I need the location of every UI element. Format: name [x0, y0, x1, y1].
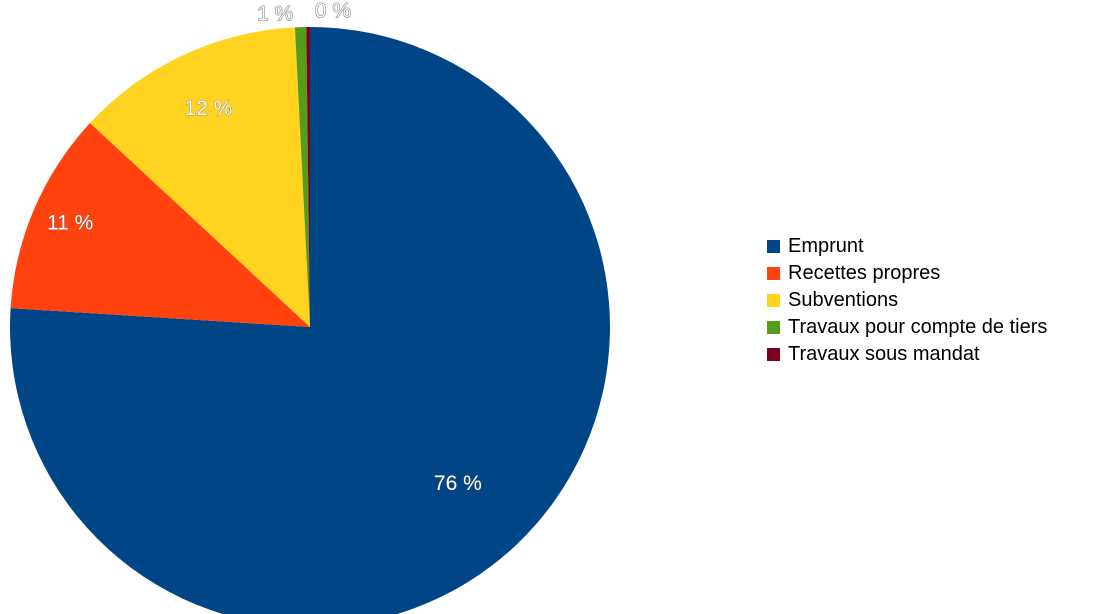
legend-item-travaux-sous-mandat: Travaux sous mandat — [767, 341, 1047, 368]
legend-swatch — [767, 321, 780, 334]
slice-label-emprunt: 76 % — [434, 472, 482, 495]
slice-label-travaux-pour-compte-de-tiers: 1 % — [257, 3, 293, 26]
legend-label: Emprunt — [788, 235, 864, 257]
legend-item-subventions: Subventions — [767, 287, 1047, 314]
legend-label: Subventions — [788, 289, 899, 311]
slice-label-travaux-sous-mandat: 0 % — [315, 0, 351, 23]
legend-label: Recettes propres — [788, 262, 941, 284]
pie-slice-travaux-sous-mandat — [306, 27, 310, 327]
legend-swatch — [767, 294, 780, 307]
pie-slice-emprunt — [10, 27, 610, 614]
legend-swatch — [767, 240, 780, 253]
pie-slices — [10, 27, 610, 614]
legend-swatch — [767, 348, 780, 361]
slice-label-subventions: 12 % — [185, 97, 233, 120]
slice-labels: 76 % 11 % 12 % 1 % 0 % — [47, 0, 482, 495]
legend-swatch — [767, 267, 780, 280]
pie-slice-subventions — [90, 27, 310, 328]
legend-label: Travaux pour compte de tiers — [788, 316, 1048, 338]
legend-label: Travaux sous mandat — [788, 343, 980, 365]
legend-item-emprunt: Emprunt — [767, 233, 1047, 260]
slice-label-recettes-propres: 11 % — [47, 212, 93, 235]
legend-item-recettes-propres: Recettes propres — [767, 260, 1047, 287]
legend: Emprunt Recettes propres Subventions Travau… — [767, 233, 1047, 368]
pie-slice-recettes-propres — [10, 123, 311, 328]
legend-item-travaux-pour-compte-de-tiers: Travaux pour compte de tiers — [767, 314, 1047, 341]
pie-slice-travaux-pour-compte-de-tiers — [294, 27, 310, 328]
